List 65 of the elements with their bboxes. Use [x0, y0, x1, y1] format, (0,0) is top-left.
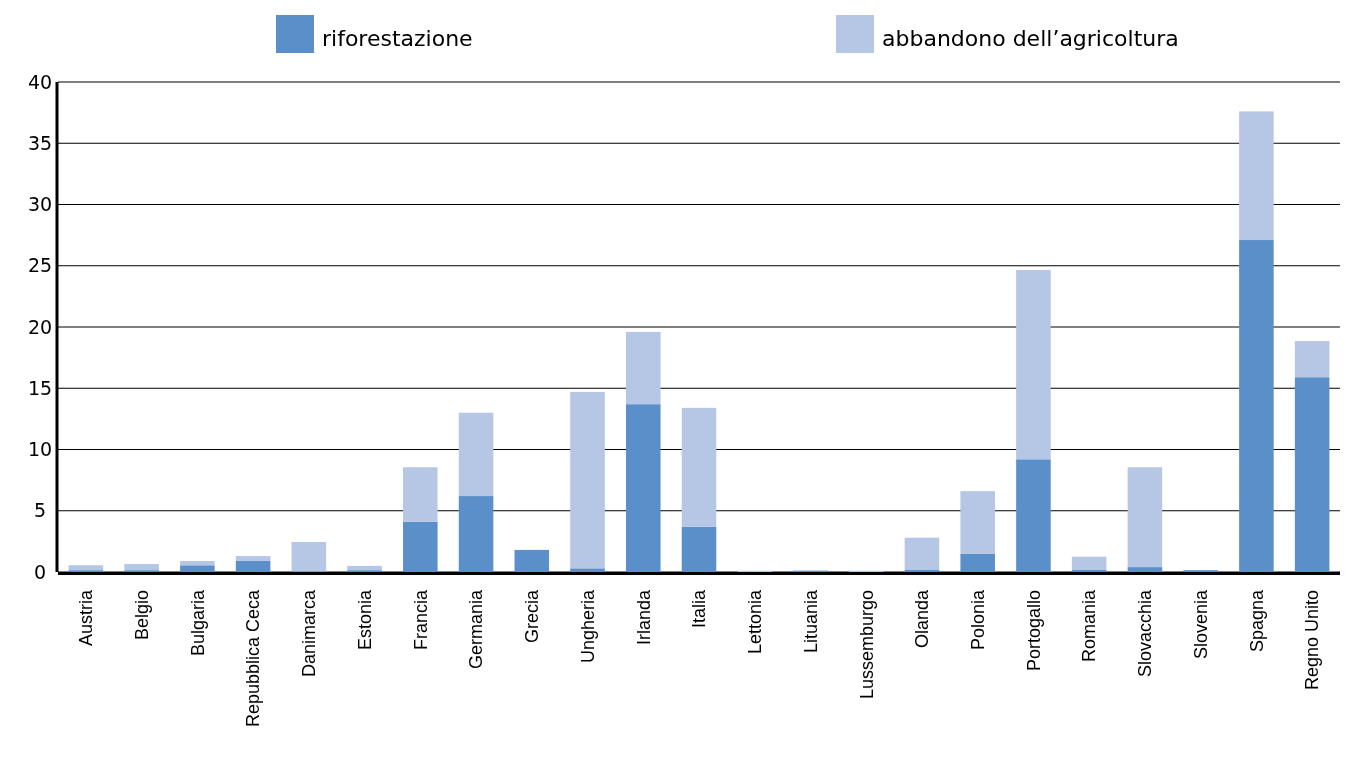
bar — [681, 407, 717, 527]
x-tick-label: Polonia — [968, 589, 988, 651]
y-tick-label: 20 — [27, 315, 53, 338]
bar — [1016, 270, 1051, 460]
bar — [458, 496, 494, 572]
x-tick-label: Belgio — [131, 590, 152, 641]
bar — [904, 537, 940, 570]
y-tick-label: 15 — [27, 376, 53, 399]
bar — [1071, 556, 1107, 570]
y-tick-label: 40 — [27, 70, 53, 93]
y-tick-label: 35 — [27, 131, 53, 154]
bar — [625, 331, 661, 405]
bar — [124, 564, 159, 571]
bar — [1127, 467, 1163, 568]
y-tick-label: 5 — [33, 499, 47, 522]
bar — [1239, 111, 1274, 241]
bar — [1294, 341, 1330, 378]
bar — [681, 526, 717, 572]
x-tick-label: Italia — [689, 589, 710, 629]
y-tick-label: 25 — [27, 254, 53, 277]
bar — [458, 412, 494, 497]
x-tick-label: Francia — [410, 589, 431, 651]
bar — [514, 549, 550, 572]
bar — [1127, 567, 1163, 572]
bar — [960, 491, 995, 554]
x-tick-label: Estonia — [354, 589, 375, 651]
x-tick-label: Portogallo — [1023, 590, 1044, 672]
legend-label: riforestazione — [322, 26, 473, 51]
x-tick-label: Bulgaria — [187, 589, 208, 657]
bar — [403, 521, 438, 572]
bar — [1239, 240, 1274, 572]
x-tick-label: Romania — [1079, 589, 1100, 663]
bar — [235, 560, 271, 572]
legend-label: abbandono dell’agricoltura — [882, 26, 1179, 51]
x-tick-label: Slovenia — [1190, 589, 1211, 660]
x-tick-label: Germania — [466, 589, 487, 670]
y-tick-label: 0 — [33, 560, 47, 583]
bar — [1016, 459, 1051, 572]
bar — [1294, 377, 1330, 572]
x-tick-label: Ungheria — [577, 589, 598, 664]
bar — [180, 565, 215, 572]
bar — [403, 467, 438, 522]
x-tick-label: Olanda — [912, 589, 933, 649]
x-tick-label: Spagna — [1246, 589, 1267, 653]
x-tick-label: Grecia — [522, 589, 543, 644]
bar — [180, 560, 215, 566]
x-tick-label: Danimarca — [299, 589, 320, 678]
x-tick-label: Lituania — [800, 589, 821, 654]
bar — [235, 556, 271, 561]
x-tick-label: Repubblica Ceca — [243, 589, 264, 728]
x-tick-label: Irlanda — [633, 589, 654, 646]
bar — [570, 568, 605, 572]
x-tick-label: Slovacchia — [1135, 589, 1156, 678]
bar — [570, 391, 605, 569]
bar — [625, 404, 661, 572]
y-tick-label: 30 — [27, 193, 53, 216]
x-tick-label: Austria — [76, 589, 97, 647]
x-tick-label: Lettonia — [745, 589, 766, 655]
bar — [960, 553, 995, 572]
bar — [347, 565, 382, 571]
x-tick-label: Regno Unito — [1302, 590, 1323, 691]
x-tick-label: Lussemburgo — [856, 590, 877, 700]
y-tick-label: 10 — [27, 438, 53, 461]
bar — [291, 541, 327, 572]
bar — [68, 565, 104, 571]
